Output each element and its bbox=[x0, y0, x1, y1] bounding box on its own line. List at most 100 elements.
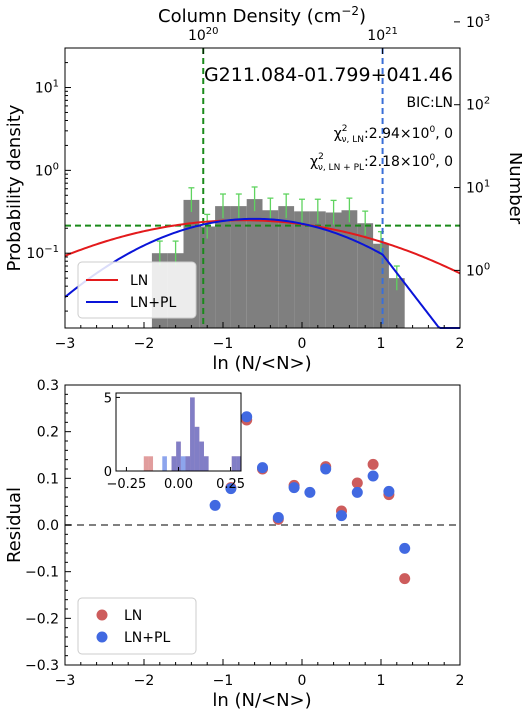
y-tick-label: 100 bbox=[35, 161, 59, 179]
top-legend: LN LN+PL bbox=[77, 261, 197, 319]
y-tick-label: 0.3 bbox=[37, 378, 59, 394]
residual-point-ln-pl bbox=[225, 483, 237, 495]
y-right-tick-label: 101 bbox=[466, 179, 490, 197]
y-right-tick-label: 103 bbox=[466, 13, 490, 31]
inset-ticks: −0.25 0.00 0.25 0 5 bbox=[104, 391, 245, 492]
x-tick-label: −2 bbox=[134, 673, 155, 689]
y-tick-label: −0.3 bbox=[25, 658, 59, 674]
bottom-panel: −3 −2 −1 0 1 2−0.3−0.2−0.10.00.10.20.3 −0.25 0… bbox=[4, 378, 464, 711]
y-tick-label: 0.0 bbox=[37, 518, 59, 534]
x-tick-label: −2 bbox=[134, 336, 155, 352]
x-top-tick-label: 1021 bbox=[367, 26, 398, 44]
x-top-tick-label: 1020 bbox=[188, 26, 219, 44]
legend-box bbox=[77, 261, 197, 319]
chi-lnpl-annotation: χ2 ν, LN + PL:2.18×100, 0 bbox=[310, 152, 453, 173]
residual-point-ln-pl bbox=[272, 512, 284, 524]
histogram-bar bbox=[341, 210, 358, 328]
histogram-error-bars bbox=[156, 186, 400, 291]
legend-ln-label: LN bbox=[124, 608, 142, 624]
legend-ln-marker bbox=[96, 609, 108, 621]
residual-histogram-inset: −0.25 0.00 0.25 0 5 bbox=[104, 391, 245, 492]
inset-bar-ln-pl bbox=[194, 426, 200, 471]
histogram-bar bbox=[230, 206, 247, 328]
x-tick-label: 0 bbox=[298, 673, 307, 689]
y-right-tick-label: 102 bbox=[466, 96, 490, 114]
y-axis-label-right: Number bbox=[505, 152, 522, 225]
residual-point-ln-pl bbox=[367, 470, 379, 482]
bottom-ticks: −3 −2 −1 0 1 2 −0.3 −0.2 −0.1 0.0 0.1 0.2 0.3 bbox=[25, 378, 464, 689]
chi-ln-annotation: χ2 ν, LN:2.94×100, 0 bbox=[334, 124, 453, 145]
inset-x-tick-label: 0.25 bbox=[216, 477, 245, 492]
inset-bar-ln-pl bbox=[199, 441, 204, 471]
residual-point-ln-pl bbox=[383, 485, 395, 497]
x-axis-label-top-panel: ln (N/<N>) bbox=[212, 353, 311, 374]
fit-curve-ln-pl bbox=[64, 217, 460, 329]
histogram-bar bbox=[262, 210, 279, 328]
residual-points bbox=[209, 411, 411, 585]
residual-point-ln-pl bbox=[288, 482, 300, 494]
histogram-bar bbox=[373, 243, 389, 328]
legend-lnpl-marker bbox=[96, 631, 108, 643]
legend-box bbox=[77, 597, 197, 655]
inset-bar-ln-pl bbox=[203, 456, 209, 471]
residual-point-ln-pl bbox=[336, 510, 347, 522]
chart-title: G211.084-01.799+041.46 bbox=[204, 64, 453, 86]
inset-bar-ln-pl bbox=[231, 456, 237, 471]
y-axis-label-left: Probability density bbox=[4, 104, 25, 271]
inset-bar-ln-pl bbox=[180, 456, 186, 471]
residual-point-ln bbox=[367, 458, 379, 470]
residual-point-ln bbox=[399, 573, 411, 585]
residual-point-ln-pl bbox=[257, 462, 268, 474]
histogram-bar bbox=[246, 199, 263, 328]
y-tick-label: −0.2 bbox=[25, 611, 59, 627]
inset-bar-ln-pl bbox=[171, 456, 177, 471]
bic-annotation: BIC:LN bbox=[407, 95, 454, 111]
x-axis-label-bottom-panel: ln (N/<N>) bbox=[212, 690, 311, 711]
histogram-bar bbox=[215, 206, 231, 328]
residual-point-ln-pl bbox=[320, 463, 332, 475]
residual-point-ln-pl bbox=[351, 486, 363, 498]
bottom-legend: LN LN+PL bbox=[77, 597, 197, 655]
inset-x-tick-label: 0.00 bbox=[164, 477, 193, 492]
residual-point-ln-pl bbox=[304, 486, 316, 498]
x-tick-label: −1 bbox=[213, 336, 234, 352]
inset-x-tick-label: −0.25 bbox=[106, 477, 146, 492]
x-tick-label: −3 bbox=[55, 673, 76, 689]
y-tick-label: 0.2 bbox=[37, 425, 59, 441]
x-tick-label: −3 bbox=[55, 336, 76, 352]
y-tick-label: 10−1 bbox=[26, 244, 59, 262]
x-tick-label: 1 bbox=[377, 336, 386, 352]
inset-bar-ln bbox=[143, 456, 149, 471]
x-tick-label: 2 bbox=[456, 673, 465, 689]
histogram-bar bbox=[294, 211, 310, 328]
histogram-bar bbox=[388, 278, 405, 328]
y-tick-label: −0.1 bbox=[25, 565, 59, 581]
inset-bar-ln-pl bbox=[236, 456, 241, 471]
residual-point-ln bbox=[351, 477, 363, 489]
histogram-bar bbox=[199, 226, 216, 328]
inset-bar-ln-pl bbox=[162, 456, 167, 471]
inset-bar-ln-pl bbox=[176, 441, 181, 471]
residual-axis-label: Residual bbox=[4, 487, 25, 563]
inset-bar-ln-pl bbox=[190, 397, 195, 471]
residual-point-ln-pl bbox=[399, 542, 411, 554]
top-ticks: −3 −2 −1 0 1 2 10−1 100 101 100 101 102 103 1020 1021 bbox=[26, 13, 490, 352]
fit-curve-ln bbox=[64, 219, 461, 275]
x-tick-label: 1 bbox=[377, 673, 386, 689]
legend-lnpl-label: LN+PL bbox=[130, 295, 176, 311]
histogram-bar bbox=[309, 211, 326, 328]
y-tick-label: 101 bbox=[35, 79, 59, 97]
histogram-bars bbox=[151, 199, 405, 328]
inset-bar-ln bbox=[148, 456, 154, 471]
y-right-tick-label: 100 bbox=[466, 261, 490, 279]
histogram-bar bbox=[357, 223, 374, 328]
histogram-bar bbox=[278, 206, 295, 328]
inset-y-tick-label: 0 bbox=[104, 465, 112, 480]
reference-lines bbox=[65, 48, 460, 328]
fit-curves bbox=[64, 217, 461, 329]
inset-y-tick-label: 5 bbox=[104, 391, 112, 406]
x-tick-label: −1 bbox=[213, 673, 234, 689]
histogram-bar bbox=[325, 212, 342, 328]
